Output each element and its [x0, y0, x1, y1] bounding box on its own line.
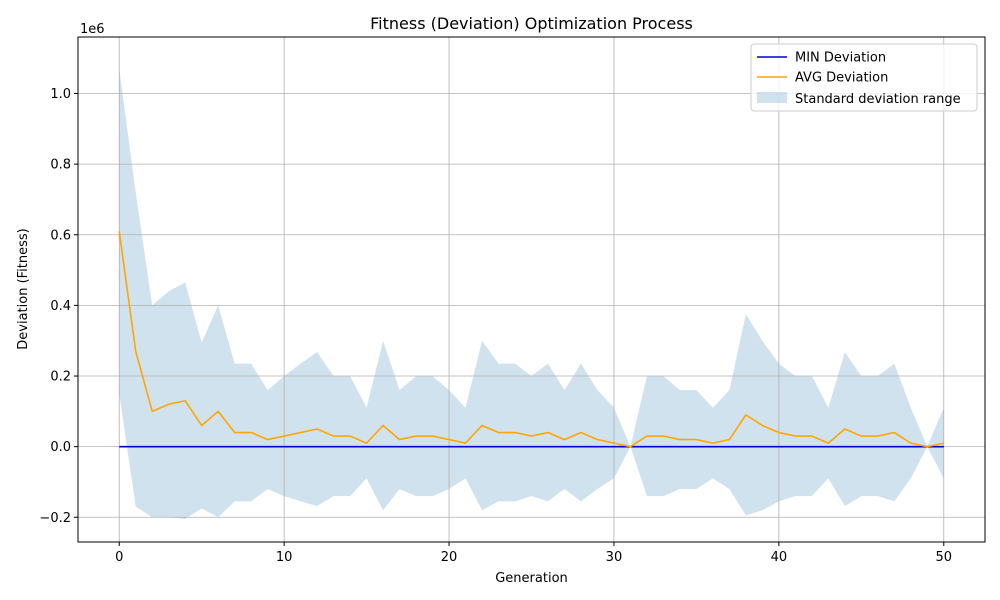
legend-frame	[750, 43, 978, 112]
y-tick-label: 0.8	[50, 158, 71, 173]
y-tick-label: 0.0	[50, 440, 71, 455]
legend: MIN Deviation AVG Deviation Standard dev…	[750, 43, 978, 112]
legend-min-label: MIN Deviation	[795, 51, 886, 66]
legend-band-label: Standard deviation range	[795, 92, 961, 107]
y-tick-label: 0.4	[50, 299, 71, 314]
x-tick-label: 30	[606, 550, 623, 565]
axes-frame	[77, 36, 986, 543]
y-tick-label: −0.2	[39, 511, 71, 526]
y-tick-label: 0.2	[50, 370, 71, 385]
avg-deviation-line	[118, 231, 944, 448]
y-tick-label: 1.0	[50, 87, 71, 102]
plot-area: 0 10 20 30 40 50 −0.2 0.0 0.2 0.4 0.6 0.8 1.0	[39, 36, 986, 565]
x-tick-label: 50	[935, 550, 952, 565]
x-tick-label: 40	[771, 550, 788, 565]
std-band-area	[119, 68, 944, 520]
y-axis-label: Deviation (Fitness)	[16, 228, 31, 349]
x-tick-label: 10	[276, 550, 293, 565]
y-scale-label: 1e6	[80, 22, 105, 37]
x-tick-label: 20	[441, 550, 458, 565]
y-tick-label: 0.6	[50, 228, 71, 243]
x-tick-label: 0	[115, 550, 123, 565]
legend-band-swatch	[757, 92, 787, 103]
x-axis-label: Generation	[495, 571, 568, 586]
legend-avg-label: AVG Deviation	[795, 71, 888, 86]
chart-title: Fitness (Deviation) Optimization Process	[370, 14, 693, 33]
